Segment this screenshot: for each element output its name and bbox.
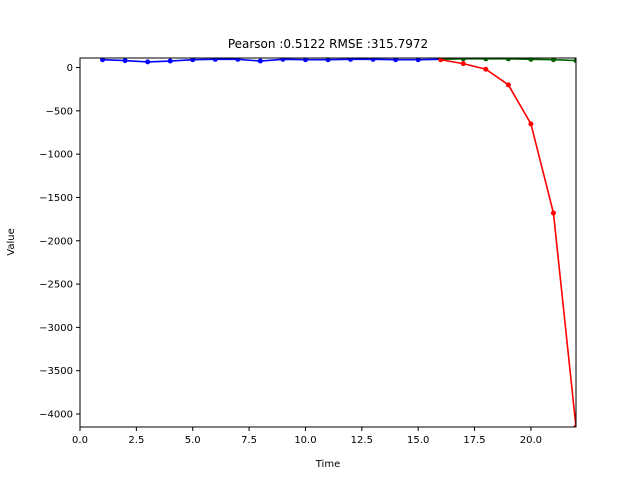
series-point-0 <box>122 58 128 64</box>
y-tick-label: −2500 <box>39 280 73 291</box>
x-tick-label: 2.5 <box>128 435 144 446</box>
series-point-0 <box>145 59 151 65</box>
series-point-2 <box>505 82 511 88</box>
series-point-0 <box>235 58 241 62</box>
series-point-1 <box>550 58 556 63</box>
y-tick-label: −4000 <box>39 410 73 421</box>
series-line-2 <box>440 58 576 427</box>
y-tick-label: −3000 <box>39 323 73 334</box>
x-tick-label: 15.0 <box>407 435 429 446</box>
series-point-0 <box>415 58 421 63</box>
y-tick-label: −1500 <box>39 193 73 204</box>
x-tick-label: 12.5 <box>351 435 373 446</box>
x-axis-label: Time <box>315 459 340 470</box>
x-tick-label: 20.0 <box>520 435 542 446</box>
series-line-0 <box>102 58 441 63</box>
series-point-0 <box>280 58 286 62</box>
series-point-0 <box>325 58 331 63</box>
plot-frame <box>79 57 577 428</box>
series-point-0 <box>190 58 196 63</box>
x-tick-label: 7.5 <box>241 435 257 446</box>
series-point-0 <box>257 58 263 64</box>
y-tick-label: −500 <box>46 106 73 117</box>
series-point-1 <box>460 58 466 62</box>
series-layer <box>100 58 576 427</box>
x-tick-label: 17.5 <box>463 435 485 446</box>
y-tick-label: 0 <box>67 63 73 74</box>
series-point-0 <box>370 58 376 62</box>
series-point-1 <box>573 58 576 64</box>
series-point-0 <box>348 58 354 62</box>
series-point-2 <box>483 66 489 72</box>
x-tick-label: 5.0 <box>185 435 201 446</box>
series-point-0 <box>167 58 173 64</box>
series-point-1 <box>528 58 534 62</box>
x-tick-label: 10.0 <box>294 435 316 446</box>
series-point-0 <box>100 58 106 63</box>
series-point-0 <box>393 58 399 63</box>
x-tick-label: 0.0 <box>72 435 88 446</box>
y-tick-label: −2000 <box>39 236 73 247</box>
y-tick-label: −3500 <box>39 366 73 377</box>
y-axis-label: Value <box>6 228 17 255</box>
y-tick-label: −1000 <box>39 150 73 161</box>
series-point-1 <box>505 58 511 62</box>
series-point-2 <box>550 210 556 216</box>
series-point-2 <box>528 121 534 127</box>
series-point-2 <box>573 424 576 427</box>
series-point-0 <box>302 58 308 63</box>
x-axis: 0.0 2.5 5.0 7.5 10.0 12.5 15.0 17.5 20.0 <box>72 427 542 446</box>
series-point-1 <box>483 58 489 62</box>
series-point-2 <box>460 61 466 67</box>
series-point-0 <box>212 58 218 62</box>
chart-title: Pearson :0.5122 RMSE :315.7972 <box>228 37 428 51</box>
y-axis: 0 −500 −1000 −1500 −2000 −2500 −3000 −3500 −4000 <box>39 63 80 421</box>
series-point-2 <box>438 58 444 63</box>
